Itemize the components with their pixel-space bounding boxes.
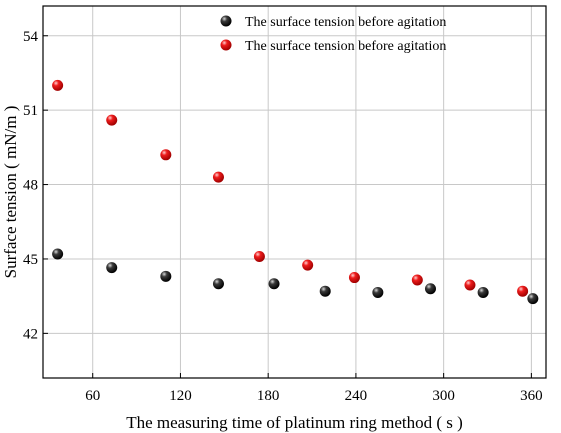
data-point-black — [160, 270, 172, 282]
data-point-black — [319, 285, 331, 297]
legend-marker-red — [220, 39, 232, 51]
data-point-black — [527, 293, 539, 305]
data-point-red — [106, 114, 118, 126]
y-tick-label: 42 — [23, 326, 38, 342]
x-tick-label: 240 — [345, 388, 368, 404]
legend-label-red: The surface tension before agitation — [245, 39, 446, 54]
data-point-black — [372, 286, 384, 298]
data-point-red — [52, 79, 64, 91]
data-point-black — [268, 278, 280, 290]
data-point-red — [160, 149, 172, 161]
x-tick-label: 60 — [85, 388, 100, 404]
x-tick-label: 120 — [169, 388, 192, 404]
data-points — [52, 79, 539, 305]
x-tick-label: 180 — [257, 388, 280, 404]
plot-frame — [42, 5, 547, 379]
data-point-black — [212, 278, 224, 290]
data-point-red — [302, 259, 314, 271]
data-point-red — [411, 274, 423, 286]
data-point-black — [106, 262, 118, 274]
data-point-red — [348, 272, 360, 284]
grid — [43, 6, 546, 378]
y-tick-label: 54 — [23, 29, 39, 45]
y-tick-label: 51 — [23, 103, 38, 119]
data-point-black — [52, 248, 64, 260]
data-point-red — [464, 279, 476, 291]
legend-marker-black — [220, 15, 232, 27]
y-axis-title: Surface tension ( mN/m ) — [1, 106, 20, 279]
data-point-red — [212, 171, 224, 183]
data-point-black — [424, 283, 436, 295]
x-tick-label: 360 — [520, 388, 543, 404]
data-point-black — [477, 286, 489, 298]
legend: The surface tension before agitation The… — [220, 15, 446, 54]
x-tick-label: 300 — [432, 388, 455, 404]
data-point-red — [517, 285, 529, 297]
axis-ticks: 60 120 180 240 300 360 42 45 48 51 54 — [23, 29, 543, 404]
y-tick-label: 45 — [23, 252, 38, 268]
x-axis-title: The measuring time of platinum ring meth… — [126, 413, 463, 432]
legend-label-black: The surface tension before agitation — [245, 15, 446, 30]
data-point-red — [253, 250, 265, 262]
y-tick-label: 48 — [23, 178, 38, 194]
